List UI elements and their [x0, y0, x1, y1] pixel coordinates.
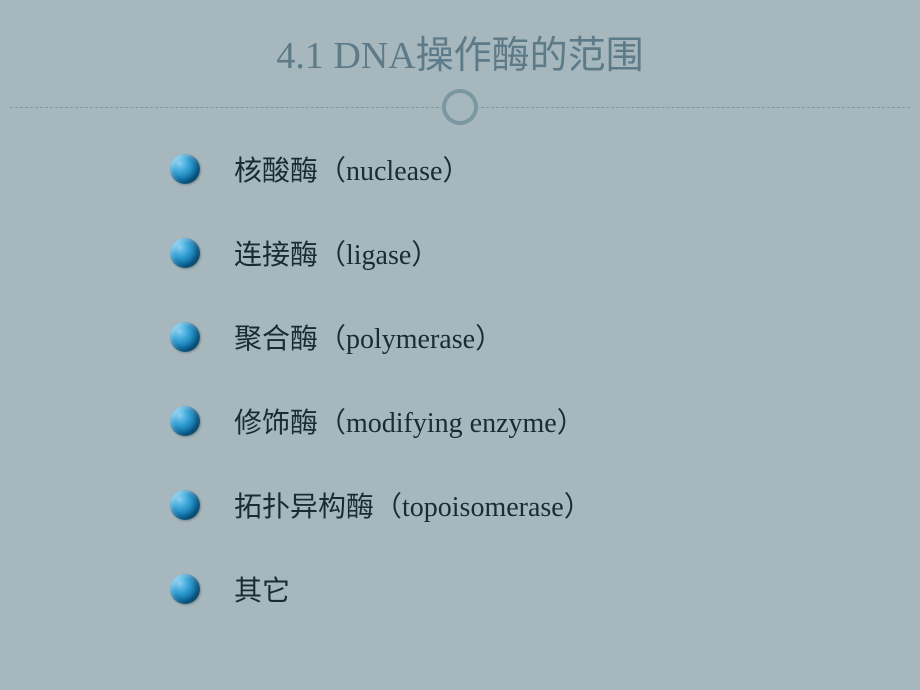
title-divider — [10, 89, 910, 129]
bullet-icon — [170, 406, 200, 436]
list-item: 修饰酶（modifying enzyme） — [170, 401, 910, 441]
list-item-label: 其它 — [234, 569, 290, 609]
bullet-icon — [170, 238, 200, 268]
list-item-label: 聚合酶（polymerase） — [234, 317, 503, 357]
divider-circle-icon — [442, 89, 478, 125]
list-item-label: 连接酶（ligase） — [234, 233, 439, 273]
list-item: 连接酶（ligase） — [170, 233, 910, 273]
list-item: 核酸酶（nuclease） — [170, 149, 910, 189]
list-item-label: 修饰酶（modifying enzyme） — [234, 401, 585, 441]
slide: 4.1 DNA操作酶的范围 核酸酶（nuclease） 连接酶（ligase） … — [10, 6, 910, 682]
bullet-icon — [170, 154, 200, 184]
enzyme-list: 核酸酶（nuclease） 连接酶（ligase） 聚合酶（polymerase… — [10, 129, 910, 609]
bullet-icon — [170, 574, 200, 604]
list-item: 聚合酶（polymerase） — [170, 317, 910, 357]
list-item: 其它 — [170, 569, 910, 609]
bullet-icon — [170, 490, 200, 520]
list-item: 拓扑异构酶（topoisomerase） — [170, 485, 910, 525]
list-item-label: 核酸酶（nuclease） — [234, 149, 470, 189]
bullet-icon — [170, 322, 200, 352]
list-item-label: 拓扑异构酶（topoisomerase） — [234, 485, 592, 525]
slide-title: 4.1 DNA操作酶的范围 — [10, 6, 910, 79]
